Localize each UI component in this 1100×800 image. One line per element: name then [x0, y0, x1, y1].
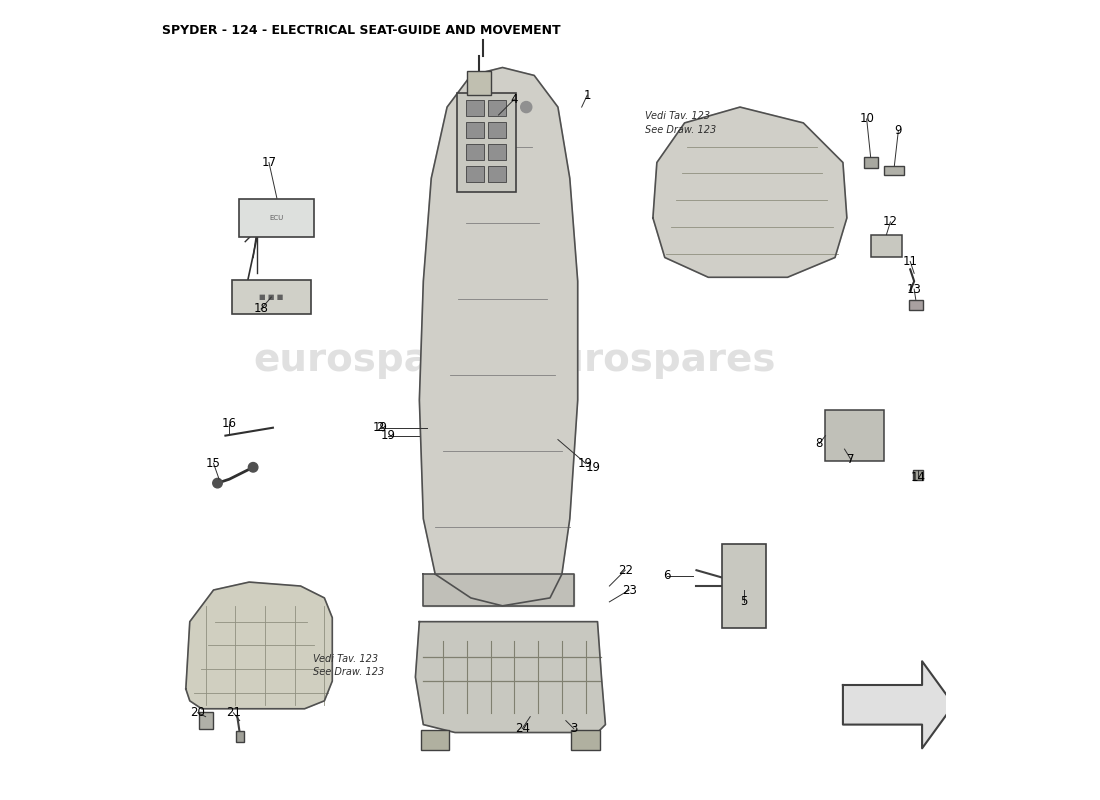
- Bar: [456, 94, 516, 192]
- Circle shape: [473, 102, 484, 113]
- Bar: [488, 122, 506, 138]
- Text: 10: 10: [859, 113, 874, 126]
- Bar: [466, 144, 484, 160]
- Text: eurospares: eurospares: [530, 342, 775, 379]
- Polygon shape: [843, 662, 954, 748]
- Bar: [232, 281, 311, 314]
- Text: 13: 13: [906, 282, 922, 296]
- Text: 8: 8: [815, 437, 823, 450]
- Polygon shape: [424, 574, 574, 606]
- Text: 16: 16: [222, 418, 236, 430]
- Bar: [466, 100, 484, 116]
- Text: Vedi Tav. 123
See Draw. 123: Vedi Tav. 123 See Draw. 123: [645, 111, 716, 134]
- Text: Vedi Tav. 123
See Draw. 123: Vedi Tav. 123 See Draw. 123: [312, 654, 384, 677]
- Text: 19: 19: [579, 457, 593, 470]
- Text: 19: 19: [381, 429, 395, 442]
- Circle shape: [497, 102, 508, 113]
- Text: 14: 14: [911, 471, 925, 484]
- Bar: [240, 199, 315, 237]
- Text: 23: 23: [621, 583, 637, 597]
- Bar: [571, 730, 600, 750]
- Text: ■ ■ ■: ■ ■ ■: [260, 294, 284, 300]
- Polygon shape: [186, 582, 332, 709]
- Text: 5: 5: [740, 595, 748, 608]
- Bar: [884, 166, 904, 175]
- Text: 22: 22: [618, 564, 632, 577]
- Text: 12: 12: [883, 215, 898, 228]
- Bar: [198, 712, 212, 730]
- Text: 24: 24: [515, 722, 530, 735]
- Bar: [909, 300, 923, 310]
- Text: 17: 17: [262, 156, 276, 169]
- Text: SPYDER - 124 - ELECTRICAL SEAT-GUIDE AND MOVEMENT: SPYDER - 124 - ELECTRICAL SEAT-GUIDE AND…: [162, 24, 561, 37]
- Bar: [488, 144, 506, 160]
- Bar: [488, 100, 506, 116]
- Bar: [466, 71, 491, 95]
- Text: 7: 7: [847, 453, 855, 466]
- Text: 9: 9: [894, 124, 902, 138]
- Polygon shape: [419, 67, 578, 606]
- Text: ECU: ECU: [270, 215, 284, 221]
- Circle shape: [249, 462, 257, 472]
- Bar: [913, 470, 923, 480]
- Text: 18: 18: [254, 302, 268, 315]
- Bar: [864, 157, 878, 169]
- Bar: [421, 730, 450, 750]
- Bar: [488, 166, 506, 182]
- Bar: [466, 166, 484, 182]
- Bar: [825, 410, 884, 462]
- Text: 4: 4: [510, 93, 518, 106]
- Text: 15: 15: [206, 457, 221, 470]
- Text: 3: 3: [570, 722, 578, 735]
- Circle shape: [212, 478, 222, 488]
- Bar: [466, 122, 484, 138]
- Text: 6: 6: [663, 570, 671, 582]
- Bar: [723, 545, 766, 628]
- Bar: [235, 730, 243, 742]
- Text: 21: 21: [226, 706, 241, 719]
- Text: eurospares: eurospares: [253, 342, 498, 379]
- Text: 1: 1: [583, 89, 591, 102]
- Text: 19: 19: [372, 422, 387, 434]
- Circle shape: [520, 102, 531, 113]
- Polygon shape: [416, 622, 605, 733]
- Text: 20: 20: [190, 706, 205, 719]
- Text: 19: 19: [586, 461, 601, 474]
- Bar: [871, 234, 902, 257]
- Text: 11: 11: [903, 255, 917, 268]
- Polygon shape: [653, 107, 847, 278]
- Text: 2: 2: [376, 422, 384, 434]
